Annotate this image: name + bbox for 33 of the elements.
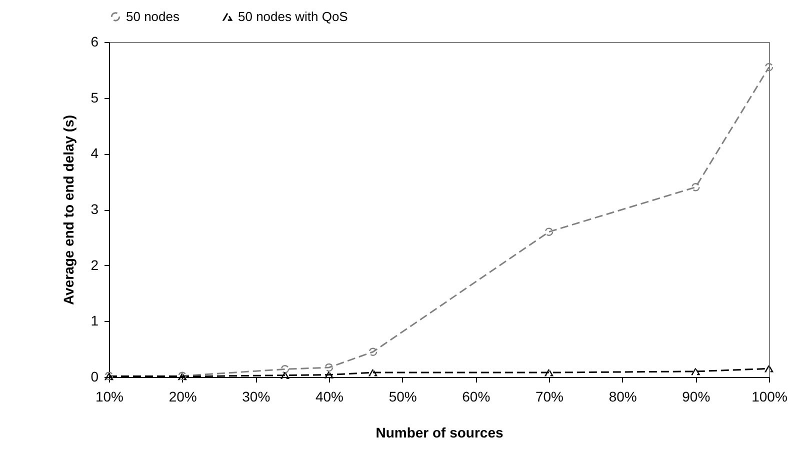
point (764, 364, 774, 372)
legend-label: 50 nodes with QoS (238, 8, 348, 24)
y-tick-label: 6 (90, 34, 99, 50)
y-tick-label: 5 (90, 89, 99, 106)
point (280, 372, 290, 379)
x-tick-label: 70% (535, 388, 564, 404)
y-tick-label: 2 (90, 256, 99, 273)
point (368, 348, 378, 356)
x-tick-label: 20% (168, 388, 197, 404)
y-tick-label: 1 (90, 312, 99, 329)
x-tick-label: 90% (682, 388, 710, 404)
legend-label: 50 nodes (126, 8, 180, 24)
x-tick-label: 60% (462, 388, 490, 404)
x-tick-label: 10% (95, 388, 124, 404)
x-tick-label: 100% (752, 388, 788, 404)
point (692, 183, 700, 192)
point (692, 368, 700, 376)
point (544, 228, 554, 236)
x-tick-label: 30% (242, 388, 270, 404)
y-tick-label: 0 (90, 368, 99, 384)
y-axis-title: Average end to end delay (s) (60, 114, 77, 306)
y-tick-label: 3 (90, 201, 99, 217)
point (544, 368, 554, 376)
y-tick-label: 4 (90, 145, 99, 162)
point (368, 368, 378, 376)
x-tick-label: 50% (388, 388, 417, 404)
point (324, 371, 334, 378)
point (280, 365, 290, 374)
x-tick-label: 80% (608, 388, 637, 404)
x-tick-label: 40% (315, 388, 344, 404)
x-axis-title: Number of sources (376, 424, 504, 440)
point (324, 363, 334, 372)
point (764, 62, 774, 72)
